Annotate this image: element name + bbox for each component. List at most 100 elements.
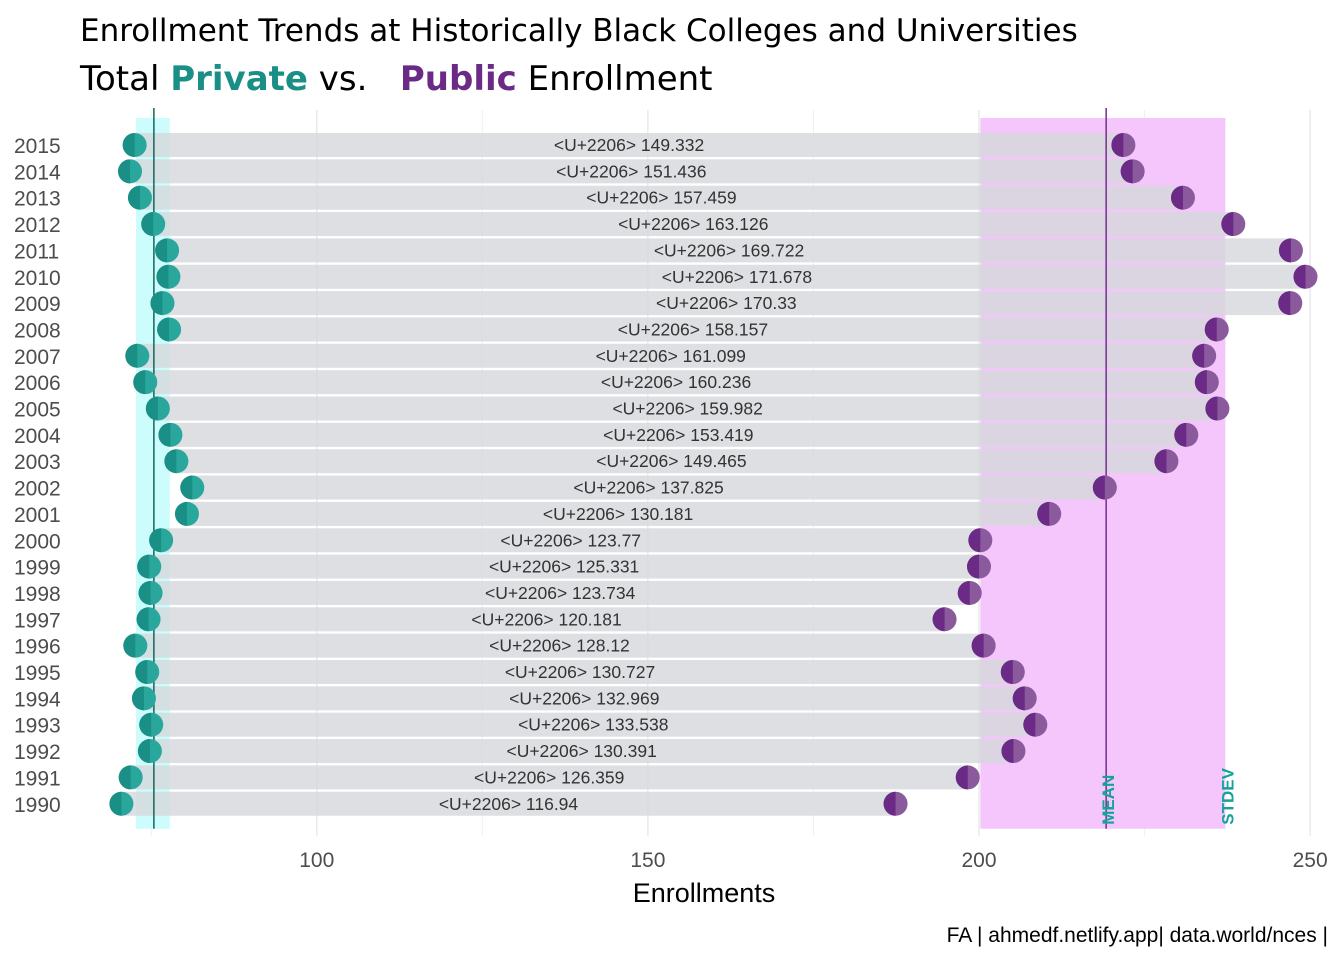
private-point <box>127 185 152 210</box>
x-tick-label: 100 <box>299 849 334 872</box>
year-tick-label: 2011 <box>14 240 59 263</box>
range-bar <box>149 739 1014 764</box>
public-point <box>1170 185 1195 210</box>
year-tick-label: 2008 <box>14 319 61 342</box>
delta-label: <U+2206> 126.359 <box>474 767 624 787</box>
subtitle-private-word: Private <box>170 59 308 99</box>
private-point <box>138 580 163 605</box>
range-bar <box>157 396 1218 421</box>
public-point <box>955 765 980 790</box>
delta-label: <U+2206> 133.538 <box>518 715 668 735</box>
private-point <box>125 343 150 368</box>
private-point <box>155 238 180 263</box>
delta-label: <U+2206> 120.181 <box>471 609 621 629</box>
year-tick-label: 2002 <box>14 478 61 501</box>
private-point <box>158 422 183 447</box>
private-point <box>145 396 170 421</box>
private-point <box>118 159 143 184</box>
public-point <box>1278 291 1303 316</box>
delta-label: <U+2206> 157.459 <box>586 188 736 208</box>
private-point <box>133 370 158 395</box>
range-bar <box>130 159 1133 184</box>
delta-label: <U+2206> 116.94 <box>439 794 579 814</box>
private-point <box>164 449 189 474</box>
year-tick-label: 1994 <box>14 688 61 711</box>
range-bar <box>176 449 1167 474</box>
range-bar <box>186 501 1050 526</box>
private-point <box>118 765 143 790</box>
delta-label: <U+2206> 160.236 <box>601 372 751 392</box>
year-tick-label: 1990 <box>14 794 61 817</box>
year-tick-label: 2014 <box>14 161 61 184</box>
delta-label: <U+2206> 170.33 <box>656 293 797 313</box>
delta-label: <U+2206> 161.099 <box>596 346 746 366</box>
public-point <box>957 580 982 605</box>
chart-subtitle: Total Private vs. Public Enrollment <box>79 59 713 99</box>
delta-label: <U+2206> 130.391 <box>506 741 656 761</box>
subtitle-public-word: Public <box>400 59 517 99</box>
year-tick-label: 1996 <box>14 636 61 659</box>
year-tick-label: 2007 <box>14 346 61 369</box>
range-bar <box>153 212 1234 237</box>
x-axis-label: Enrollments <box>633 878 776 908</box>
range-bar <box>147 660 1013 684</box>
delta-label: <U+2206> 130.181 <box>543 504 693 524</box>
range-bar <box>145 370 1207 395</box>
year-tick-label: 2000 <box>14 530 61 553</box>
x-tick-label: 150 <box>630 849 665 872</box>
public-point <box>883 791 908 816</box>
range-bar <box>134 133 1124 157</box>
year-tick-label: 1998 <box>14 583 61 606</box>
private-point <box>136 607 161 632</box>
chart-caption: FA | ahmedf.netlify.app| data.world/nces… <box>947 924 1328 947</box>
delta-label: <U+2206> 132.969 <box>509 688 659 708</box>
private-point <box>123 633 148 658</box>
year-tick-label: 2013 <box>14 188 61 211</box>
range-bar <box>143 686 1025 711</box>
range-bar <box>168 264 1306 289</box>
x-tick-label: 200 <box>961 849 996 872</box>
private-point <box>122 133 147 157</box>
delta-label: <U+2206> 158.157 <box>618 319 768 339</box>
year-tick-label: 2010 <box>14 267 61 290</box>
private-point <box>174 501 199 526</box>
delta-label: <U+2206> 123.77 <box>500 530 641 550</box>
range-bar <box>139 185 1183 210</box>
range-bar <box>130 765 968 790</box>
private-point <box>180 475 205 500</box>
subtitle-suffix: Enrollment <box>528 59 713 99</box>
range-bar <box>169 317 1217 342</box>
private-point <box>137 554 162 579</box>
public-point <box>1192 343 1217 368</box>
delta-label: <U+2206> 123.734 <box>485 583 636 603</box>
range-bar <box>167 238 1291 263</box>
public-point <box>971 633 996 658</box>
public-point <box>1120 159 1145 184</box>
private-point <box>156 264 181 289</box>
public-point <box>1154 449 1179 474</box>
private-point <box>131 686 156 711</box>
x-tick-label: 250 <box>1293 849 1328 872</box>
public-point <box>1204 317 1229 342</box>
delta-label: <U+2206> 159.982 <box>612 399 762 419</box>
year-tick-label: 2001 <box>14 504 61 527</box>
private-point <box>137 739 162 764</box>
delta-label: <U+2206> 130.727 <box>505 662 655 682</box>
public-point <box>932 607 957 632</box>
delta-label: <U+2206> 128.12 <box>489 636 630 656</box>
range-bar <box>162 291 1291 316</box>
public-point <box>1278 238 1303 263</box>
delta-label: <U+2206> 149.332 <box>554 135 704 155</box>
year-tick-label: 1995 <box>14 662 61 685</box>
private-point <box>149 528 174 553</box>
delta-label: <U+2206> 137.825 <box>573 478 723 498</box>
private-point <box>150 291 175 316</box>
public-point <box>1092 475 1117 500</box>
year-tick-label: 1993 <box>14 715 61 738</box>
public-point <box>1221 212 1246 237</box>
year-tick-label: 2009 <box>14 293 61 316</box>
delta-label: <U+2206> 169.722 <box>654 240 804 260</box>
mean-label: MEAN <box>1099 775 1118 825</box>
delta-label: <U+2206> 151.436 <box>556 161 706 181</box>
